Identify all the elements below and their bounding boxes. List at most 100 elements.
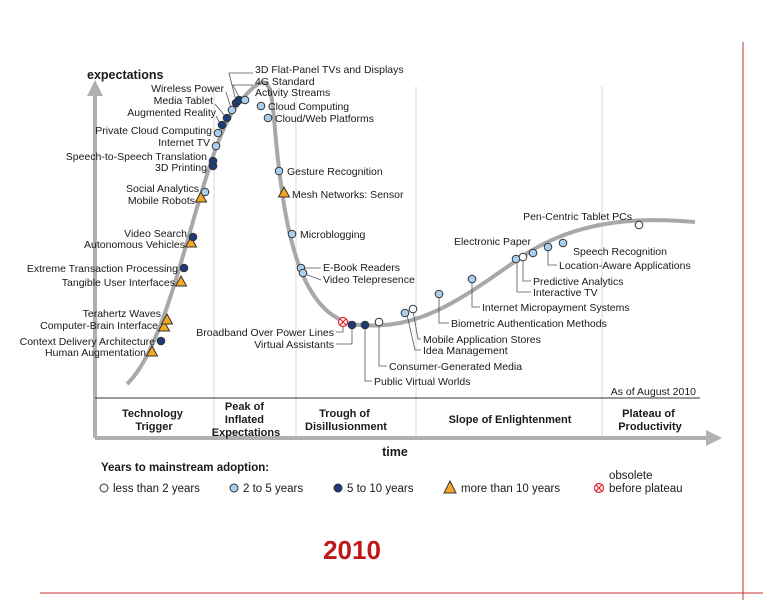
tech-leader-line xyxy=(225,91,232,109)
tech-leader-line xyxy=(471,281,480,308)
legend-5-to-10-years-marker xyxy=(333,483,343,493)
2-to-5-years-marker xyxy=(274,166,284,176)
tech-computer-brain-interface: Computer-Brain Interface xyxy=(40,319,171,332)
5-to-10-years-marker xyxy=(208,156,218,166)
more-than-10-years-marker xyxy=(157,319,171,332)
tech-biometric-authentication-methods: Biometric Authentication Methods xyxy=(434,289,607,330)
tech-leader-line xyxy=(516,261,531,293)
2-to-5-years-marker xyxy=(558,238,568,248)
y-axis-label: expectations xyxy=(87,68,163,82)
tech-microblogging: Microblogging xyxy=(287,229,366,241)
legend-more-than-10-years-label: more than 10 years xyxy=(461,483,560,495)
tech-label: Cloud Computing xyxy=(268,101,349,113)
tech-social-analytics: Social Analytics xyxy=(126,183,210,197)
tech-leader-line xyxy=(336,327,353,345)
legend-2-to-5-years-label: 2 to 5 years xyxy=(243,483,303,495)
tech-predictive-analytics: Predictive Analytics xyxy=(518,252,623,288)
tech-label: Terahertz Waves xyxy=(83,308,161,320)
tech-label: Extreme Transaction Processing xyxy=(27,263,178,275)
tech-label: Mesh Networks: Sensor xyxy=(292,189,404,201)
more-than-10-years-marker xyxy=(145,344,159,357)
phase-technology-trigger: Technology Trigger xyxy=(122,408,186,433)
2-to-5-years-marker xyxy=(227,105,237,115)
tech-label: Computer-Brain Interface xyxy=(40,320,158,332)
tech-speech-recognition: Speech Recognition xyxy=(558,238,667,258)
5-to-10-years-marker xyxy=(188,232,198,242)
phase-plateau-of-productivity: Plateau of Productivity xyxy=(618,408,682,433)
tech-label: Private Cloud Computing xyxy=(95,125,212,137)
tech-activity-streams: Activity Streams xyxy=(240,87,330,105)
tech-location-aware-applications: Location-Aware Applications xyxy=(543,242,691,272)
2-to-5-years-marker xyxy=(263,113,273,123)
tech-e-book-readers: E-Book Readers xyxy=(296,262,400,274)
tech-label: Public Virtual Worlds xyxy=(374,376,470,388)
more-than-10-years-marker xyxy=(194,190,208,203)
less-than-2-years-marker xyxy=(374,317,384,327)
2-to-5-years-marker xyxy=(298,268,308,278)
tech-label: Mobile Application Stores xyxy=(423,334,541,346)
phase-trough-of-disillusionment: Trough of Disillusionment xyxy=(305,408,387,433)
legend-obsolete-label: obsolete before plateau xyxy=(609,470,683,495)
legend-less-than-2-years-marker xyxy=(99,483,109,493)
tech-label: Internet TV xyxy=(158,137,210,149)
2-to-5-years-marker xyxy=(240,95,250,105)
tech-autonomous-vehicles: Autonomous Vehicles xyxy=(84,235,198,251)
tech-human-augmentation: Human Augmentation xyxy=(45,344,159,359)
less-than-2-years-marker xyxy=(634,220,644,230)
tech-leader-line xyxy=(228,72,253,102)
tech-extreme-transaction-processing: Extreme Transaction Processing xyxy=(27,263,189,275)
y-axis-arrow-icon xyxy=(87,80,103,96)
tech-label: Cloud/Web Platforms xyxy=(275,113,374,125)
tech-idea-management: Idea Management xyxy=(400,308,508,357)
phase-slope-of-enlightenment: Slope of Enlightenment xyxy=(449,414,572,426)
tech-label: Interactive TV xyxy=(533,287,598,299)
2-to-5-years-marker xyxy=(434,289,444,299)
tech-label: Internet Micropayment Systems xyxy=(482,302,630,314)
x-axis-arrow-icon xyxy=(706,430,722,446)
more-than-10-years-marker xyxy=(184,235,198,248)
tech-virtual-assistants: Virtual Assistants xyxy=(254,320,357,351)
5-to-10-years-marker xyxy=(222,113,232,123)
tech-mobile-robots: Mobile Robots xyxy=(128,190,208,207)
obsolete-marker xyxy=(337,316,349,328)
tech-label: E-Book Readers xyxy=(323,262,400,274)
tech-label: Pen-Centric Tablet PCs xyxy=(523,211,632,223)
tech-label: Consumer-Generated Media xyxy=(389,361,522,373)
tech-label: Location-Aware Applications xyxy=(559,260,691,272)
tech-label: Video Telepresence xyxy=(323,274,415,286)
2-to-5-years-marker xyxy=(200,187,210,197)
more-than-10-years-marker xyxy=(174,274,188,287)
tech-label: Video Search xyxy=(124,228,187,240)
year-title: 2010 xyxy=(323,535,381,565)
tech-private-cloud-computing: Private Cloud Computing xyxy=(95,125,223,138)
tech-cloud-web-platforms: Cloud/Web Platforms xyxy=(263,113,374,125)
tech-label: Biometric Authentication Methods xyxy=(451,318,607,330)
legend-more-than-10-years-marker xyxy=(443,479,457,494)
tech-label: Electronic Paper xyxy=(454,236,532,248)
tech-label: Autonomous Vehicles xyxy=(84,239,185,251)
tech-pen-centric-tablet-pcs: Pen-Centric Tablet PCs xyxy=(523,211,644,230)
tech-label: Speech-to-Speech Translation xyxy=(66,151,207,163)
tech-video-search: Video Search xyxy=(124,228,198,242)
tech-label: 3D Flat-Panel TVs and Displays xyxy=(255,64,404,76)
less-than-2-years-marker xyxy=(408,304,418,314)
tech-label: Speech Recognition xyxy=(573,246,667,258)
tech-public-virtual-worlds: Public Virtual Worlds xyxy=(360,320,470,388)
tech-label: Mobile Robots xyxy=(128,195,195,207)
tech-label: Social Analytics xyxy=(126,183,199,195)
tech-terahertz-waves: Terahertz Waves xyxy=(83,308,174,325)
2-to-5-years-marker xyxy=(511,254,521,264)
tech-leader-line xyxy=(364,327,372,382)
5-to-10-years-marker xyxy=(156,336,166,346)
2-to-5-years-marker xyxy=(213,128,223,138)
2-to-5-years-marker xyxy=(543,242,553,252)
2-to-5-years-marker xyxy=(528,248,538,258)
as-of-note: As of August 2010 xyxy=(611,386,696,398)
tech-label: Activity Streams xyxy=(255,87,330,99)
tech-label: Broadband Over Power Lines xyxy=(196,327,334,339)
legend-title: Years to mainstream adoption: xyxy=(101,462,269,474)
x-axis-label: time xyxy=(382,445,408,459)
tech-leader-line xyxy=(412,310,421,340)
tech-label: Predictive Analytics xyxy=(533,276,623,288)
